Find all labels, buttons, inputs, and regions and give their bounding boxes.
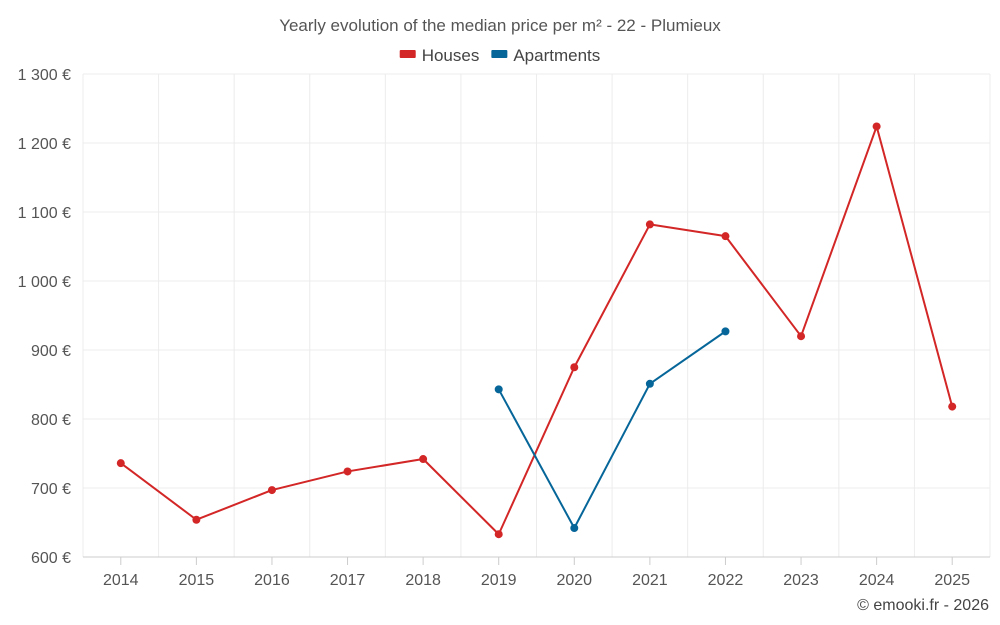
data-point-houses: [419, 455, 428, 464]
x-axis: 2014 2015 2016 2017 2018 2019 2020 2021 2022 2023…: [83, 556, 990, 589]
legend: Houses Apartments: [399, 46, 600, 65]
y-axis: 600 € 700 € 800 € 900 € 1 000 € 1 100 € 1 200 …: [18, 67, 71, 567]
data-point-houses: [948, 402, 957, 411]
data-point-houses: [343, 467, 352, 476]
y-tick-label: 1 000 €: [18, 274, 71, 291]
data-point-houses: [645, 220, 654, 229]
data-point-apartments: [721, 327, 730, 336]
series-layer: [116, 122, 957, 539]
data-point-apartments: [645, 379, 654, 388]
legend-label: Houses: [422, 46, 480, 65]
x-tick-label: 2023: [783, 572, 819, 589]
x-tick-label: 2019: [481, 572, 517, 589]
data-point-houses: [797, 332, 806, 341]
series-line-apartments: [497, 330, 727, 530]
data-point-apartments: [570, 524, 579, 533]
legend-swatch-houses: [399, 50, 416, 58]
x-tick-label: 2017: [330, 572, 366, 589]
series-line-houses: [120, 125, 954, 536]
data-point-houses: [721, 232, 730, 241]
data-point-houses: [570, 363, 579, 372]
y-tick-label: 1 200 €: [18, 136, 71, 153]
data-point-houses: [267, 486, 276, 495]
chart-title: Yearly evolution of the median price per…: [279, 16, 721, 35]
x-tick-label: 2016: [254, 572, 290, 589]
x-tick-label: 2015: [179, 572, 215, 589]
data-point-houses: [192, 515, 201, 524]
data-point-houses: [494, 530, 503, 539]
y-tick-label: 600 €: [31, 550, 71, 567]
x-tick-label: 2014: [103, 572, 139, 589]
x-tick-label: 2021: [632, 572, 668, 589]
x-tick-label: 2024: [859, 572, 895, 589]
data-point-apartments: [494, 385, 503, 394]
grid: [82, 73, 991, 557]
x-tick-label: 2018: [405, 572, 441, 589]
y-tick-label: 1 300 €: [18, 67, 71, 84]
data-point-houses: [872, 122, 881, 131]
y-tick-label: 800 €: [31, 412, 71, 429]
legend-label: Apartments: [513, 46, 600, 65]
x-tick-label: 2025: [934, 572, 970, 589]
data-point-houses: [116, 459, 125, 468]
y-tick-label: 1 100 €: [18, 205, 71, 222]
y-tick-label: 700 €: [31, 481, 71, 498]
y-tick-label: 900 €: [31, 343, 71, 360]
x-tick-label: 2020: [556, 572, 592, 589]
x-tick-label: 2022: [708, 572, 744, 589]
legend-swatch-apartments: [491, 50, 508, 58]
credit-text: © emooki.fr - 2026: [857, 597, 989, 614]
